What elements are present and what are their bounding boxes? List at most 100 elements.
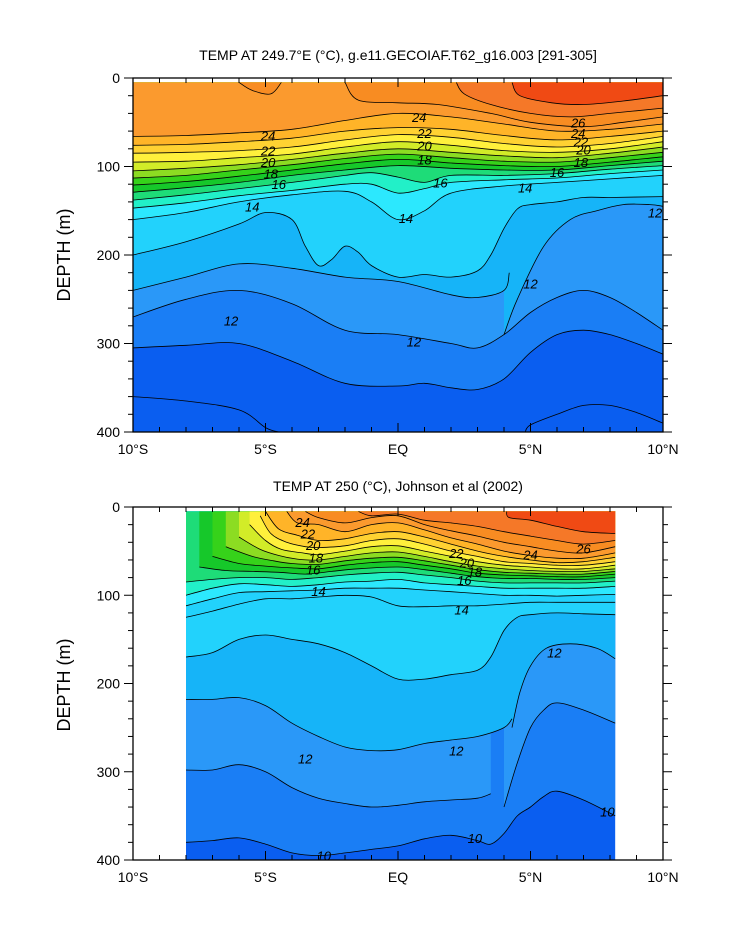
isotherm-line xyxy=(133,141,663,163)
x-tick-label: 5°S xyxy=(254,441,277,457)
x-axis: 10°S 5°S EQ 5°N 10°N xyxy=(118,78,679,457)
y-tick-label: 0 xyxy=(112,499,120,515)
isotherm-line xyxy=(249,524,616,570)
contour-label: 20 xyxy=(575,143,591,158)
isotherm-line xyxy=(133,156,663,186)
contour-label: 20 xyxy=(459,556,475,571)
contour-label: 24 xyxy=(570,126,585,141)
y-axis-label: DEPTH (m) xyxy=(54,209,74,302)
contour-label: 22 xyxy=(573,135,589,150)
isotherm-line xyxy=(286,511,616,560)
x-tick-label: EQ xyxy=(388,869,408,885)
isotherm-line xyxy=(186,578,616,596)
contour-label: 14 xyxy=(245,199,259,214)
isotherm-line xyxy=(186,587,616,607)
isotherm-line xyxy=(186,764,491,808)
contour-label: 12 xyxy=(449,744,464,759)
contour-label: 18 xyxy=(574,155,589,170)
contour-label: 16 xyxy=(433,175,448,190)
isotherm-line xyxy=(503,702,616,808)
contour-label: 12 xyxy=(547,646,562,661)
contour-label: 20 xyxy=(416,138,432,153)
isotherm-line xyxy=(133,112,663,137)
isotherm-line xyxy=(212,556,616,578)
contour-label: 22 xyxy=(416,126,432,141)
x-tick-label: EQ xyxy=(388,441,408,457)
contour-label: 12 xyxy=(648,206,663,221)
isotherm-line xyxy=(133,127,663,146)
contour-fills xyxy=(186,511,616,860)
contour-label: 18 xyxy=(264,167,279,182)
x-tick-label: 5°N xyxy=(519,441,543,457)
y-tick-label: 100 xyxy=(97,587,121,603)
chart-title: TEMP AT 249.7°E (°C), g.e11.GECOIAF.T62_… xyxy=(199,47,597,63)
contour-label: 20 xyxy=(305,538,321,553)
isotherm-line xyxy=(511,643,616,728)
contour-lines xyxy=(186,511,616,857)
contour-label: 12 xyxy=(407,335,422,350)
contour-label: 16 xyxy=(306,563,321,578)
y-tick-label: 400 xyxy=(97,424,121,440)
contour-label: 22 xyxy=(260,144,276,159)
x-axis: 10°S 5°S EQ 5°N 10°N xyxy=(118,507,679,885)
contour-label: 18 xyxy=(309,550,324,565)
isotherm-line xyxy=(133,134,663,154)
isotherm-line xyxy=(265,511,616,564)
isotherm-line xyxy=(133,165,663,201)
contour-label: 18 xyxy=(468,564,483,579)
isotherm-line xyxy=(238,536,616,573)
isotherm-line xyxy=(133,196,663,278)
contour-label: 16 xyxy=(457,573,472,588)
isotherm-line xyxy=(186,790,616,857)
contour-label: 20 xyxy=(260,155,276,170)
y-tick-label: 400 xyxy=(97,852,121,868)
contour-label: 24 xyxy=(260,129,275,144)
isotherm-line xyxy=(305,511,616,554)
isotherm-line xyxy=(133,263,510,299)
x-tick-label: 10°N xyxy=(647,441,678,457)
contour-label: 24 xyxy=(522,548,537,563)
y-axis-label: DEPTH (m) xyxy=(54,639,74,732)
y-tick-label: 200 xyxy=(97,676,121,692)
x-tick-label: 5°N xyxy=(519,869,543,885)
isotherm-line xyxy=(186,696,513,752)
contour-label: 16 xyxy=(272,177,287,192)
contour-label: 14 xyxy=(518,181,532,196)
contour-label: 26 xyxy=(570,115,586,130)
contour-label: 22 xyxy=(448,546,464,561)
y-tick-label: 300 xyxy=(97,336,121,352)
contour-label: 16 xyxy=(550,165,565,180)
contour-label: 10 xyxy=(468,831,483,846)
isotherm-line xyxy=(506,511,616,534)
isotherm-fill xyxy=(512,82,663,105)
x-tick-label: 10°N xyxy=(647,869,678,885)
x-tick-label: 5°S xyxy=(254,869,277,885)
isotherm-line xyxy=(133,169,663,209)
contour-label: 14 xyxy=(399,211,413,226)
contour-label: 14 xyxy=(454,602,468,617)
contour-labels: 2422201816142422201816141212121214161820… xyxy=(224,110,663,350)
y-axis: 0 100 200 300 400 xyxy=(97,70,672,440)
isotherm-line xyxy=(133,175,663,221)
isotherm-line xyxy=(199,566,616,580)
y-tick-label: 100 xyxy=(97,159,121,175)
isotherm-line xyxy=(259,515,616,566)
isotherm-line xyxy=(186,594,616,618)
contour-label: 10 xyxy=(600,804,615,819)
contour-label: 12 xyxy=(224,313,239,328)
isotherm-line xyxy=(503,203,663,335)
contour-label: 14 xyxy=(311,584,325,599)
isotherm-fill xyxy=(239,82,282,95)
isotherm-line xyxy=(186,612,616,681)
isotherm-line xyxy=(358,511,616,545)
contour-lines xyxy=(133,82,663,433)
contour-label: 26 xyxy=(575,541,591,556)
panel-bottom: TEMP AT 250 (°C), Johnson et al (2002) D… xyxy=(54,478,679,885)
isotherm-line xyxy=(133,160,663,193)
x-tick-label: 10°S xyxy=(118,441,149,457)
isotherm-fill xyxy=(506,511,616,534)
isotherm-line xyxy=(344,82,663,128)
contour-label: 24 xyxy=(294,515,309,530)
contour-label: 12 xyxy=(523,276,538,291)
